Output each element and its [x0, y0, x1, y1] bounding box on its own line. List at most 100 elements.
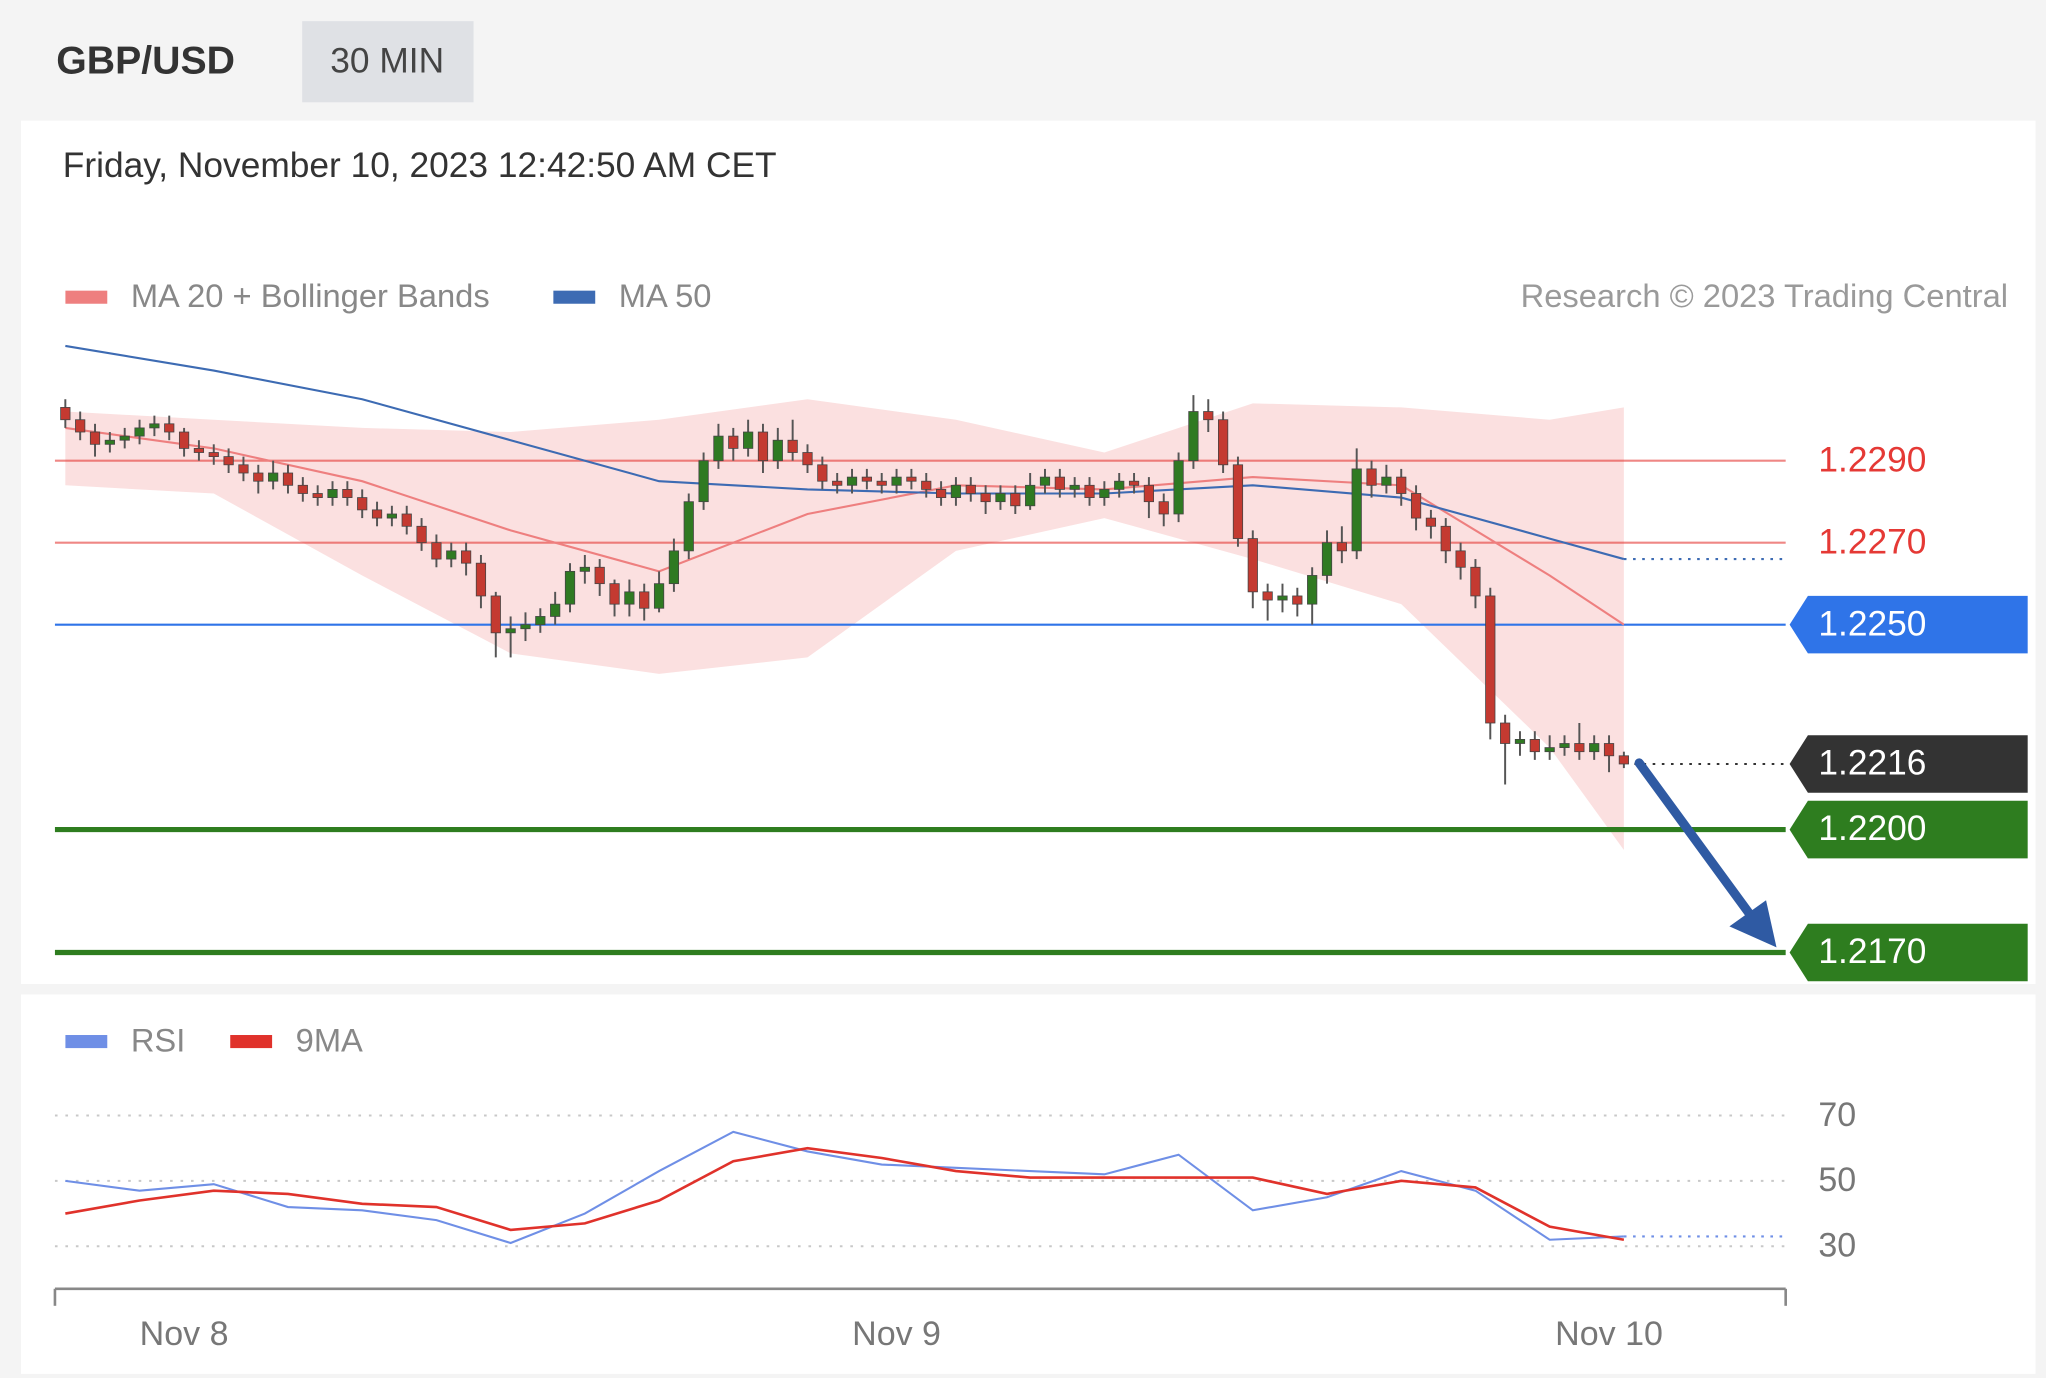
legend-swatch	[65, 1035, 108, 1049]
x-tick-label: Nov 8	[140, 1315, 229, 1353]
candle-body	[1262, 591, 1273, 601]
candle-body	[164, 423, 175, 433]
price-tag-label: 1.2170	[1818, 932, 1926, 971]
candle-body	[1084, 484, 1095, 498]
legend-label: MA 20 + Bollinger Bands	[131, 277, 490, 314]
candle-body	[906, 476, 917, 482]
candle-body	[193, 448, 205, 453]
candle-body	[431, 542, 442, 560]
level-label: 1.2270	[1818, 522, 1926, 561]
candle-body	[371, 509, 383, 519]
candle-body	[1292, 595, 1303, 605]
plot: 1.2290 1.2270 1.2250 1.2216 1.2200 1.2170 MA 2…	[54, 277, 2028, 1353]
price-tag-label: 1.2216	[1818, 744, 1926, 783]
candle-body	[935, 489, 947, 498]
candle-body	[490, 595, 501, 634]
candle-body	[505, 628, 516, 634]
candle-body	[238, 464, 249, 474]
candle-body	[1425, 517, 1437, 527]
candle-body	[1277, 595, 1288, 601]
candle-body	[386, 513, 397, 519]
candle-body	[832, 480, 843, 486]
candle-body	[149, 423, 160, 429]
legend-label: MA 50	[619, 277, 712, 314]
legend-swatch	[553, 290, 596, 304]
candle-body	[713, 435, 724, 462]
candle-body	[1381, 476, 1392, 486]
candle-body	[743, 431, 754, 449]
candle-body	[1574, 743, 1585, 753]
candle-body	[802, 452, 813, 466]
candle-body	[446, 550, 457, 560]
candle-body	[609, 583, 620, 605]
candle-body	[1232, 464, 1244, 539]
x-tick-label: Nov 9	[852, 1315, 941, 1353]
candle-body	[772, 439, 783, 462]
timeframe[interactable]: 30 MIN	[330, 41, 444, 80]
candle-body	[357, 497, 368, 511]
price-tag-label: 1.2200	[1818, 809, 1926, 848]
legend-label: 9MA	[296, 1022, 363, 1059]
candle-body	[89, 431, 101, 445]
candle-body	[1039, 476, 1051, 486]
symbol: GBP/USD	[56, 38, 235, 82]
candle-body	[1010, 493, 1021, 507]
candle-body	[134, 427, 145, 437]
candle-body	[223, 456, 234, 466]
candle-body	[995, 493, 1006, 503]
candle-body	[297, 484, 308, 494]
candle-body	[401, 513, 412, 527]
price-tag	[1789, 595, 2028, 654]
candle-body	[104, 439, 115, 445]
candle-body	[1158, 501, 1169, 515]
indicator-line	[65, 1146, 1625, 1242]
candle-body	[1410, 493, 1422, 519]
candle-body	[921, 480, 932, 490]
candle-body	[757, 431, 769, 462]
candle-body	[594, 566, 605, 585]
rsi-panel	[20, 994, 2036, 1374]
credit: Research © 2023 Trading Central	[1521, 277, 2008, 314]
candle-body	[817, 464, 828, 482]
candle-body	[1529, 739, 1540, 753]
candle-body	[891, 476, 902, 486]
candle-body	[1203, 411, 1214, 421]
candle-body	[579, 566, 590, 572]
legend-swatch	[65, 290, 108, 304]
timeframe-button[interactable]	[302, 21, 474, 103]
candle-body	[787, 439, 798, 453]
forecast-arrowhead	[1729, 900, 1777, 948]
candle-body	[119, 435, 130, 441]
candle-body	[1603, 743, 1615, 757]
candle-body	[550, 603, 561, 617]
candle-body	[965, 484, 976, 494]
candle-body	[535, 616, 546, 626]
level-label: 1.2290	[1818, 440, 1926, 479]
candle-body	[60, 407, 71, 421]
candle-body	[327, 489, 338, 498]
timestamp: Friday, November 10, 2023 12:42:50 AM CE…	[63, 146, 777, 185]
candle-body	[980, 493, 991, 503]
candle-body	[75, 419, 86, 433]
price-tag	[1789, 735, 2028, 793]
candle-body	[461, 550, 472, 564]
candle-body	[683, 501, 694, 552]
candle-body	[268, 472, 279, 482]
candle-body	[861, 476, 872, 482]
candle-body	[1099, 489, 1110, 498]
candle-body	[1218, 419, 1229, 466]
candle-body	[1351, 468, 1362, 552]
price-tag	[1789, 800, 2028, 859]
price-tag-label: 1.2250	[1818, 604, 1926, 643]
candle-body	[1247, 538, 1258, 593]
candle-body	[1618, 755, 1629, 765]
candle-body	[1321, 542, 1333, 576]
candle-body	[282, 472, 294, 486]
candle-body	[1455, 550, 1466, 568]
candle-body	[1025, 484, 1036, 507]
candle-body	[950, 484, 962, 498]
candle-body	[1396, 476, 1407, 494]
candle-body	[1143, 484, 1154, 503]
